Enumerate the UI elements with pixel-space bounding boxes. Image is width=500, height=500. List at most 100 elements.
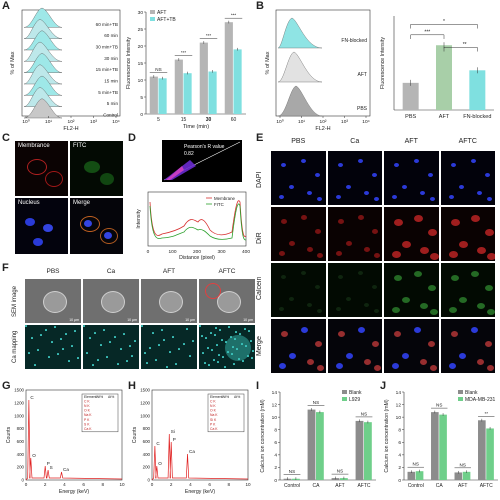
a-hist-ylabel: % of Max [10, 51, 16, 74]
panel-e-image-cell [326, 318, 383, 374]
panel-f-scale-label: 10 μm [69, 318, 79, 322]
a-hist-row-label: 60 min+TB [96, 22, 118, 27]
a-hist-row-label: 5 min [107, 101, 119, 106]
bar [478, 420, 486, 480]
panel-e-image-cell [439, 150, 496, 206]
b-bar-tick-label: FN-blocked [463, 114, 491, 120]
bar [454, 472, 463, 480]
y-tick-label: 0 [140, 112, 143, 118]
panel-c-nucleus-cell: Nucleus [14, 197, 69, 255]
eds-spectrum-line [151, 433, 249, 481]
panel-c-membrance-cell: Membrance [14, 140, 69, 197]
a-hist-xlabel: FL2-H [63, 126, 78, 132]
y-tick-label: 20 [138, 44, 144, 50]
b-hist-row-label: FN-blocked [341, 38, 367, 44]
panel-f-scale-label: 10 μm [127, 318, 137, 322]
eds-table-cell: At% [108, 395, 114, 399]
bar [149, 76, 158, 114]
legend-label: Blank [349, 390, 362, 396]
eds-table-cell: Element [84, 395, 96, 399]
sig-label: NS [289, 469, 295, 474]
eds-table-cell: C K [84, 399, 90, 403]
a-hist-row-label: 15 min+TB [96, 67, 118, 72]
panel-e-row-label: Merge [256, 336, 263, 356]
b-hist-tick-label: 10¹ [298, 119, 305, 125]
y-tick-label: 4 [398, 453, 401, 459]
panel-e-image-cell [326, 262, 383, 318]
y-tick-label: 14 [396, 390, 402, 396]
panel-label-g: G [2, 380, 11, 392]
sig-label: NS [436, 403, 442, 408]
a-hist-curve [23, 53, 63, 73]
panel-e-image-cell [270, 150, 327, 206]
a-hist-curve [23, 87, 63, 107]
y-tick-label: 5 [140, 95, 143, 101]
eds-peak-label: O [32, 453, 36, 458]
eds-frame [25, 389, 123, 481]
x-tick-label: AFTC [357, 483, 370, 489]
panel-e-row-label: DAPI [256, 171, 263, 188]
eds-spectrum-line [25, 399, 123, 481]
eds-table-cell: O K [84, 409, 91, 413]
panel-c-fitc-label: FITC [73, 143, 87, 149]
eds-ylabel: Counts [6, 426, 12, 443]
legend-label: Blank [465, 390, 478, 396]
y-tick-label: 8 [274, 428, 277, 434]
y-tick-label: 0 [274, 478, 277, 484]
y-tick-label: 4 [274, 453, 277, 459]
eds-x-tick-label: 0 [25, 482, 28, 487]
eds-y-tick-label: 200 [143, 465, 151, 470]
b-hist-row-label: PBS [357, 106, 368, 112]
panel-c-nucleus-label: Nucleus [18, 200, 40, 206]
y-tick-label: 6 [274, 440, 277, 446]
bar [415, 471, 424, 480]
panel-i-bar-chart: 0 2 4 6 8 10 12 14 Control NS CA NS AFT NS AFTC NS Calci… [260, 390, 376, 489]
y-tick-label: 2 [274, 465, 277, 471]
panel-f-sem-cell: 10 μm [24, 278, 82, 324]
d-x-tick-label: 100 [168, 249, 176, 255]
eds-table-cell: Ca K [210, 427, 218, 431]
b-bar-tick-label: PBS [405, 114, 416, 120]
panel-label-i: I [256, 380, 260, 392]
b-bar [402, 82, 419, 110]
panel-f-row-label: SEM image [12, 285, 18, 317]
d-legend-label: Membrane [214, 196, 236, 201]
panel-f-col-label: AFTC [218, 268, 236, 275]
eds-frame [151, 389, 249, 481]
b-bar [436, 45, 452, 110]
bar [364, 422, 372, 480]
bar [316, 412, 324, 480]
y-tick-label: 0 [398, 478, 401, 484]
d-membrane-line [149, 200, 247, 237]
eds-table-cell: N K [84, 404, 90, 408]
y-tick-label: 25 [138, 27, 144, 33]
a-hist-tick-label: 10⁴ [112, 119, 119, 125]
b-hist-curve [277, 85, 323, 117]
eds-x-tick-label: 10 [119, 482, 125, 487]
panel-e-image-cell [270, 262, 327, 318]
panel-e-image-cell [326, 150, 383, 206]
b-sig-bracket [410, 24, 478, 29]
panel-e-image-cell [439, 318, 496, 374]
eds-peak-label: C [156, 441, 160, 446]
eds-y-tick-label: 600 [17, 439, 25, 444]
panel-e-image-cell [270, 206, 327, 262]
panel-b-histogram: FN-blocked AFT PBS 10⁰ 10¹ 10² 10³ 10⁴ FL2-H % of… [265, 9, 371, 132]
legend-swatch [150, 17, 155, 21]
bar [224, 22, 233, 115]
eds-x-tick-label: 0 [151, 482, 154, 487]
eds-table-cell: Na K [210, 413, 218, 417]
a-hist-curve [23, 41, 63, 62]
d-x-tick-label: 400 [242, 249, 250, 255]
eds-x-tick-label: 4 [63, 482, 66, 487]
b-hist-tick-label: 10² [320, 119, 327, 125]
panel-c-merge-cell: Merge [69, 197, 124, 255]
y-tick-label: 8 [398, 428, 401, 434]
b-hist-row-label: AFT [358, 72, 367, 78]
panel-f-sem-cell: 10 μm [140, 278, 198, 324]
panel-f-col-label: AFT [162, 268, 176, 275]
y-tick-label: 12 [396, 402, 402, 408]
eds-peak-label: P [173, 437, 176, 442]
panel-a-bar-chart: 0 5 10 15 20 25 30 5 NS 15 *** 30 *** 60 *** Fluorescen… [126, 10, 246, 130]
sig-label: NS [361, 411, 367, 416]
